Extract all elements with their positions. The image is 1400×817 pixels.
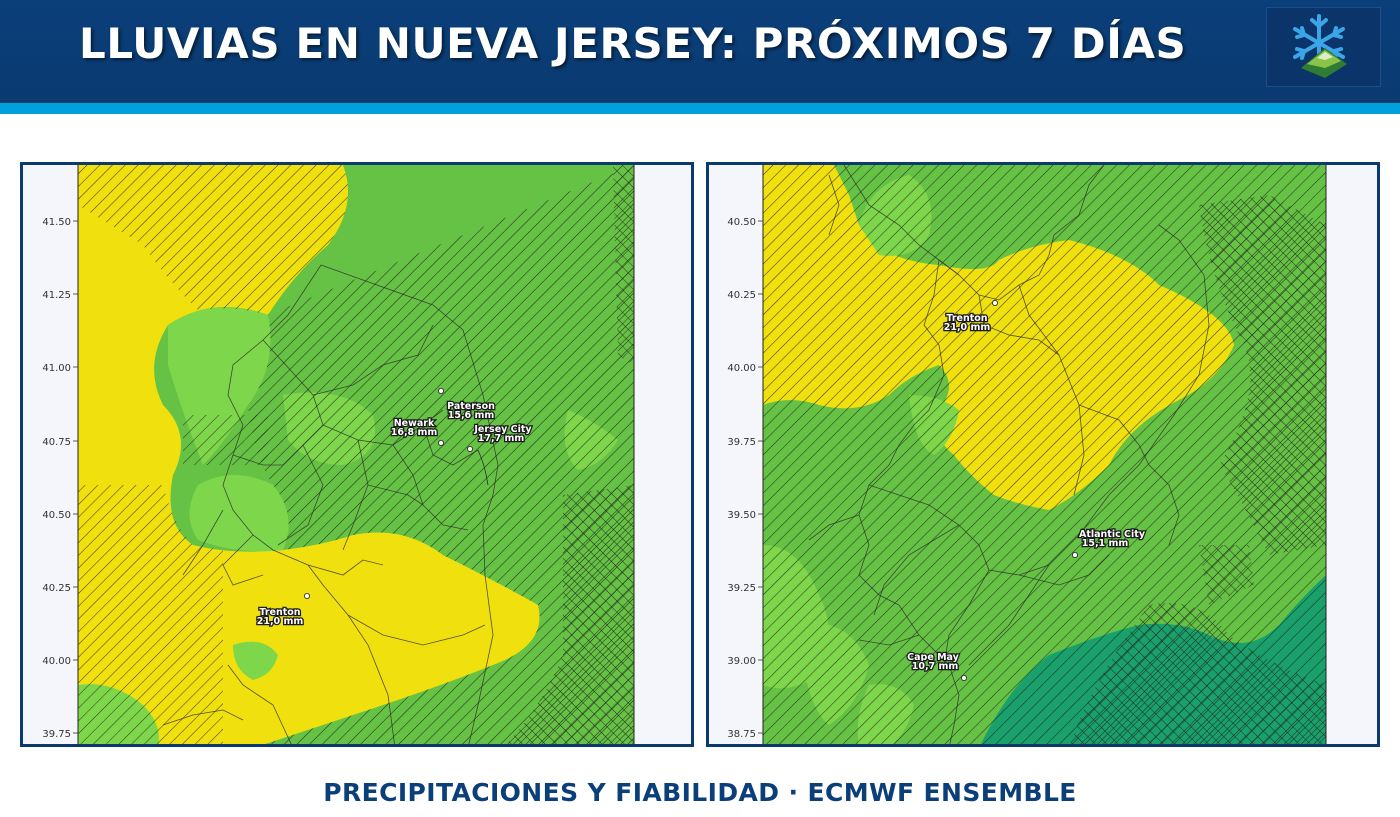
hatch-high-uncertainty [1199, 195, 1326, 555]
y-tick-label: 39.00 [727, 656, 756, 667]
snowflake-mountain-icon [1293, 14, 1347, 78]
map-panel-south: 40.50 40.25 40.00 39.75 39.50 39.25 39.0… [706, 162, 1380, 747]
page-title: LLUVIAS EN NUEVA JERSEY: PRÓXIMOS 7 DÍAS [79, 19, 1187, 68]
hatch-high-uncertainty [506, 485, 634, 744]
city-name: Trenton [259, 607, 300, 618]
city-dot [437, 387, 444, 394]
y-tick-label: 40.00 [42, 656, 71, 667]
y-tick-label: 39.50 [727, 510, 756, 521]
y-tick-label: 40.25 [727, 290, 756, 301]
city-dot [303, 592, 310, 599]
y-tick-label: 39.75 [727, 437, 756, 448]
y-axis-south: 40.50 40.25 40.00 39.75 39.50 39.25 39.0… [727, 217, 763, 740]
map-south: 40.50 40.25 40.00 39.75 39.50 39.25 39.0… [727, 165, 1327, 744]
city-dot [1071, 551, 1078, 558]
county-boundaries [162, 264, 499, 744]
city-name: Jersey City [473, 424, 532, 435]
city-marker-atlantic-city: Atlantic City 15,1 mm [1071, 528, 1147, 558]
city-value: 15,6 mm [448, 410, 495, 421]
city-name: Paterson [447, 401, 495, 412]
y-tick-label: 40.75 [42, 437, 71, 448]
county-boundaries [808, 165, 1210, 744]
hatch-uncertainty [78, 165, 348, 315]
y-tick-label: 41.00 [42, 363, 71, 374]
city-marker-newark: Newark 16,8 mm [389, 417, 444, 446]
hatch-uncertainty [763, 165, 1326, 744]
map-north: 41.50 41.25 41.00 40.75 40.50 40.25 40.0… [42, 165, 635, 744]
y-tick-label: 40.00 [727, 363, 756, 374]
y-tick-label: 41.25 [42, 290, 71, 301]
y-tick-label: 39.75 [42, 729, 71, 740]
y-tick-label: 40.50 [727, 217, 756, 228]
footer-subtitle: PRECIPITACIONES Y FIABILIDAD · ECMWF ENS… [323, 778, 1077, 807]
city-value: 16,8 mm [391, 427, 438, 438]
y-tick-label: 40.50 [42, 510, 71, 521]
city-value: 10,7 mm [912, 661, 959, 672]
city-value: 17,7 mm [478, 433, 525, 444]
y-axis-north: 41.50 41.25 41.00 40.75 40.50 40.25 40.0… [42, 217, 78, 740]
header-accent-stripe [0, 103, 1400, 114]
y-tick-label: 38.75 [727, 729, 756, 740]
header-bar: LLUVIAS EN NUEVA JERSEY: PRÓXIMOS 7 DÍAS [0, 0, 1400, 103]
city-dot [960, 674, 967, 681]
y-tick-label: 40.25 [42, 583, 71, 594]
city-value: 21,0 mm [944, 322, 991, 333]
map-panel-north: 41.50 41.25 41.00 40.75 40.50 40.25 40.0… [20, 162, 694, 747]
city-marker-trenton: Trenton 21,0 mm [255, 592, 310, 628]
city-dot [991, 299, 998, 306]
city-value: 21,0 mm [257, 616, 304, 627]
city-name: Trenton [946, 313, 987, 324]
city-name: Cape May [907, 652, 960, 663]
city-dot [466, 445, 473, 452]
y-tick-label: 41.50 [42, 217, 71, 228]
logo [1266, 7, 1381, 87]
city-marker-cape-may: Cape May 10,7 mm [906, 651, 967, 681]
city-dot [437, 439, 444, 446]
city-value: 15,1 mm [1082, 538, 1129, 549]
city-marker-paterson: Paterson 15,6 mm [437, 387, 496, 422]
y-tick-label: 39.25 [727, 583, 756, 594]
city-name: Atlantic City [1079, 529, 1146, 540]
city-marker-jersey-city: Jersey City 17,7 mm [466, 423, 534, 452]
city-name: Newark [394, 418, 435, 429]
city-marker-trenton: Trenton 21,0 mm [942, 299, 998, 334]
